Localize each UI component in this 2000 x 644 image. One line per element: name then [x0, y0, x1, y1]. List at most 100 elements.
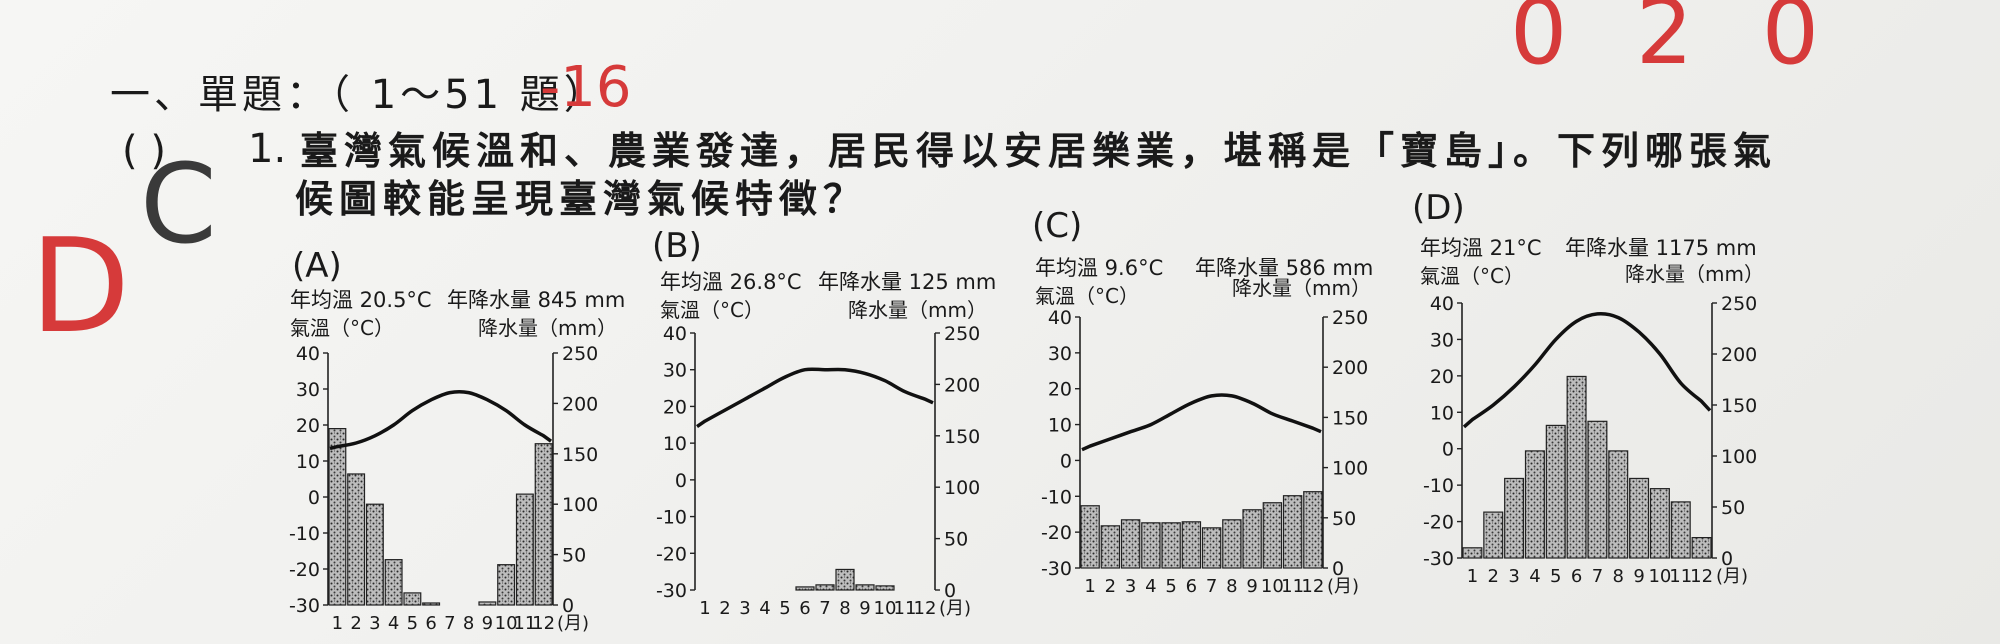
chart-c-precip-tick-label: 100: [1332, 458, 1368, 480]
chart-a-precip-bar: [328, 428, 347, 606]
chart-a-label: (A): [292, 246, 342, 286]
question-text-line1: 臺灣氣候溫和、農業發達，居民得以安居樂業，堪稱是「寶島」。下列哪張氣: [300, 129, 1778, 173]
chart-d-precip-bar: [1670, 501, 1691, 559]
chart-c-precip-bar: [1303, 491, 1323, 569]
chart-d-temp-line: [1462, 312, 1712, 429]
chart-d-temp-tick-label: 10: [1430, 402, 1454, 424]
chart-b-precip-tick-label: 50: [944, 529, 968, 551]
chart-c-temp-tick-label: 40: [1048, 307, 1072, 329]
chart-d-precip-bar: [1608, 450, 1629, 559]
chart-c-precip-bar: [1262, 502, 1283, 569]
chart-c-temp-tick-label: -30: [1041, 558, 1072, 580]
handwritten-answer-c: C: [140, 140, 217, 268]
chart-b-temp-tick-label: 40: [663, 323, 687, 345]
chart-c-temp-tick-label: -20: [1041, 522, 1072, 544]
chart-d-month-label: 5: [1550, 566, 1561, 587]
answer-paren: ( ): [122, 128, 166, 174]
section-header: 一、單題：（ 1～51 題）: [110, 72, 608, 118]
chart-d-temp-tick-label: -20: [1423, 512, 1454, 534]
chart-a-month-label: 2: [350, 613, 361, 634]
chart-d-month-unit: (月): [1716, 566, 1748, 587]
chart-d-precip-tick-label: 50: [1721, 497, 1745, 519]
chart-a-month-label: 11: [513, 613, 536, 634]
chart-b-month-unit: (月): [939, 598, 971, 619]
chart-a-precip-bar: [478, 601, 497, 606]
chart-b-temp-tick-label: -20: [656, 543, 687, 565]
chart-b-temp-tick-label: -30: [656, 580, 687, 602]
chart-d-precip-tick-label: 200: [1721, 344, 1757, 366]
chart-b-month-label: 10: [874, 598, 897, 619]
chart-c-precip-tick-label: 50: [1332, 508, 1356, 530]
chart-c-month-unit: (月): [1327, 576, 1359, 597]
chart-d-temp-axis-label: 氣溫（°C）: [1420, 264, 1524, 288]
chart-a-temp-tick-label: -30: [289, 595, 320, 617]
chart-b-avg-temp: 年均溫 26.8°C: [660, 270, 802, 294]
chart-d-month-label: 12: [1690, 566, 1713, 587]
chart-a-precip-bar: [347, 473, 366, 606]
chart-c-annual-precip: 年降水量 586 mm: [1195, 256, 1374, 280]
chart-b-month-label: 9: [859, 598, 870, 619]
chart-b-precip-bar: [795, 586, 815, 591]
chart-a-month-label: 9: [482, 613, 493, 634]
chart-b-precip-tick-label: 0: [944, 580, 956, 602]
chart-c-precip-bar: [1100, 525, 1121, 569]
chart-b-temp-tick-label: 30: [663, 360, 687, 382]
chart-b-month-label: 12: [914, 598, 937, 619]
chart-c-avg-temp: 年均溫 9.6°C: [1035, 256, 1164, 280]
chart-d-temp-tick-label: 0: [1442, 439, 1454, 461]
handwritten-top-marks: 0 2 0: [1510, 0, 1839, 85]
chart-a-temp-axis-label: 氣溫（°C）: [290, 316, 394, 340]
chart-d-precip-bar: [1629, 477, 1650, 559]
chart-b-annual-precip: 年降水量 125 mm: [818, 270, 997, 294]
chart-a-temp-tick-label: 30: [296, 379, 320, 401]
chart-d-precip-bar: [1566, 375, 1587, 559]
chart-c-precip-axis-label: 降水量（mm）: [1232, 276, 1371, 300]
chart-c-precip-bar: [1201, 527, 1222, 569]
chart-c-precip-bar: [1222, 519, 1242, 569]
chart-a-precip-bar: [365, 503, 384, 606]
chart-a-avg-temp: 年均溫 20.5°C: [290, 288, 432, 312]
chart-d-precip-tick-label: 0: [1721, 548, 1733, 570]
chart-d-precip-bar: [1504, 477, 1525, 559]
chart-a-month-label: 1: [332, 613, 343, 634]
chart-c-precip-bar: [1120, 519, 1141, 569]
chart-c-month-label: 3: [1125, 576, 1136, 597]
chart-b-month-label: 1: [699, 598, 710, 619]
chart-a-precip-axis-label: 降水量（mm）: [478, 316, 617, 340]
chart-c-month-label: 6: [1186, 576, 1197, 597]
chart-a-precip-tick-label: 250: [562, 343, 598, 365]
chart-a-temp-line: [329, 389, 553, 451]
chart-c-month-label: 10: [1261, 576, 1284, 597]
chart-d-label: (D): [1412, 188, 1465, 228]
chart-b-temp-tick-label: 10: [663, 433, 687, 455]
chart-c-precip-bar: [1181, 521, 1202, 569]
chart-a-precip-bar: [422, 602, 441, 606]
chart-d-temp-tick-label: -30: [1423, 548, 1454, 570]
chart-c-temp-tick-label: 10: [1048, 415, 1072, 437]
chart-d-avg-temp: 年均溫 21°C: [1420, 236, 1542, 260]
chart-d-precip-bar: [1524, 450, 1545, 559]
chart-d-temp-tick-label: -10: [1423, 475, 1454, 497]
chart-c-temp-axis-label: 氣溫（°C）: [1035, 284, 1139, 308]
chart-d-precip-bar: [1483, 511, 1504, 559]
handwritten-answer-d: D: [30, 210, 131, 362]
chart-a-precip-tick-label: 200: [562, 393, 598, 415]
chart-b-precip-bar: [835, 568, 855, 591]
chart-d-precip-bar: [1649, 488, 1670, 559]
chart-c-month-label: 11: [1281, 576, 1304, 597]
chart-a-temp-tick-label: 10: [296, 451, 320, 473]
chart-d-month-label: 7: [1592, 566, 1603, 587]
handwritten-score: -16: [540, 55, 632, 120]
chart-b-precip-tick-label: 250: [944, 323, 980, 345]
chart-c-precip-bar: [1282, 495, 1303, 569]
chart-b-month-label: 4: [759, 598, 770, 619]
chart-b-precip-tick-label: 150: [944, 426, 980, 448]
chart-b-precip-bar: [815, 584, 835, 591]
chart-d-temp-tick-label: 20: [1430, 366, 1454, 388]
chart-a-temp-tick-label: -20: [289, 559, 320, 581]
chart-d-precip-bar: [1691, 536, 1712, 559]
chart-c-month-label: 2: [1105, 576, 1116, 597]
chart-d-month-label: 8: [1613, 566, 1624, 587]
chart-c-month-label: 8: [1226, 576, 1237, 597]
chart-a-precip-bar: [384, 559, 403, 606]
